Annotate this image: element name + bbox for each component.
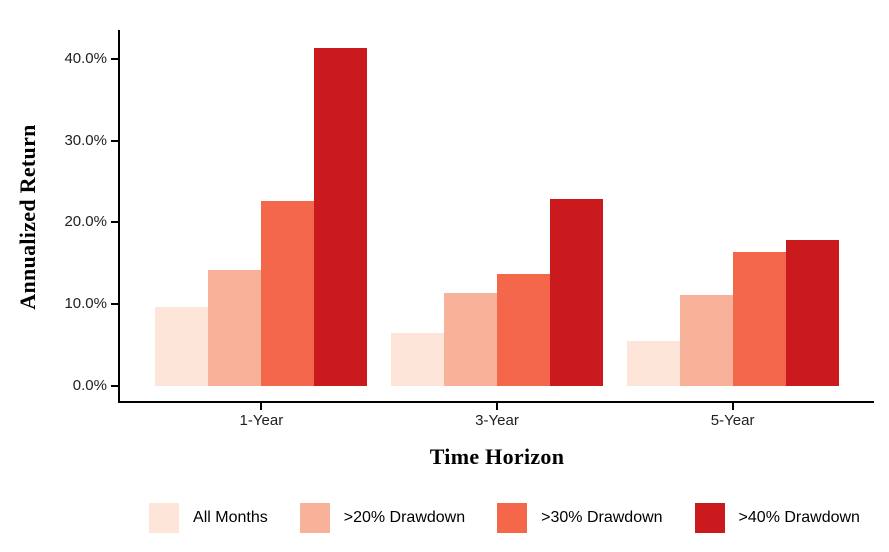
legend-label: >30% Drawdown bbox=[541, 509, 663, 526]
bar-all-months-1-year bbox=[155, 307, 209, 386]
legend-swatch-icon bbox=[149, 503, 180, 533]
legend-label: >20% Drawdown bbox=[343, 509, 466, 526]
plot-panel bbox=[120, 30, 874, 401]
legend-swatch-icon bbox=[497, 503, 528, 533]
legend-item: >40% Drawdown bbox=[694, 503, 860, 533]
bar-20-drawdown-5-year bbox=[679, 295, 733, 386]
y-tick-label: 20.0% bbox=[64, 213, 107, 231]
y-tick-mark bbox=[111, 384, 119, 387]
bar-30-drawdown-1-year bbox=[261, 201, 315, 386]
bar-all-months-3-year bbox=[390, 332, 444, 386]
y-axis-line bbox=[118, 30, 120, 403]
x-tick-label-3-year: 3-Year bbox=[475, 412, 519, 429]
x-axis-line bbox=[118, 401, 874, 403]
legend-item: >20% Drawdown bbox=[299, 503, 466, 533]
y-tick-label: 40.0% bbox=[64, 50, 107, 68]
legend-swatch-icon bbox=[694, 503, 725, 533]
x-tick-label-1-year: 1-Year bbox=[239, 412, 284, 429]
legend: All Months >20% Drawdown >30% Drawdown >40%… bbox=[0, 503, 889, 533]
x-tick-mark bbox=[496, 403, 498, 410]
y-tick-mark bbox=[111, 139, 119, 142]
y-tick-mark bbox=[111, 221, 119, 224]
x-tick-mark bbox=[260, 403, 263, 410]
bar-40-drawdown-5-year bbox=[785, 240, 839, 386]
bar-30-drawdown-3-year bbox=[497, 273, 551, 386]
x-axis-title: Time Horizon bbox=[429, 444, 565, 469]
x-tick-mark bbox=[731, 403, 734, 410]
bar-20-drawdown-1-year bbox=[208, 269, 262, 386]
y-tick-mark bbox=[111, 302, 119, 305]
x-tick-label-5-year: 5-Year bbox=[710, 412, 755, 429]
y-axis-title: Annualized Return bbox=[15, 124, 40, 310]
legend-label: All Months bbox=[193, 509, 268, 526]
bar-20-drawdown-3-year bbox=[443, 293, 497, 386]
bar-all-months-5-year bbox=[626, 340, 680, 386]
legend-label: >40% Drawdown bbox=[738, 509, 860, 526]
legend-swatch-icon bbox=[299, 503, 330, 533]
bar-40-drawdown-3-year bbox=[550, 198, 604, 386]
bar-40-drawdown-1-year bbox=[314, 47, 368, 386]
legend-item: All Months bbox=[149, 503, 268, 533]
bar-30-drawdown-5-year bbox=[732, 251, 786, 386]
y-tick-label: 0.0% bbox=[72, 376, 107, 394]
legend-item: >30% Drawdown bbox=[497, 503, 663, 533]
y-tick-label: 30.0% bbox=[64, 131, 107, 149]
y-tick-label: 10.0% bbox=[64, 294, 107, 312]
y-tick-mark bbox=[111, 58, 119, 61]
